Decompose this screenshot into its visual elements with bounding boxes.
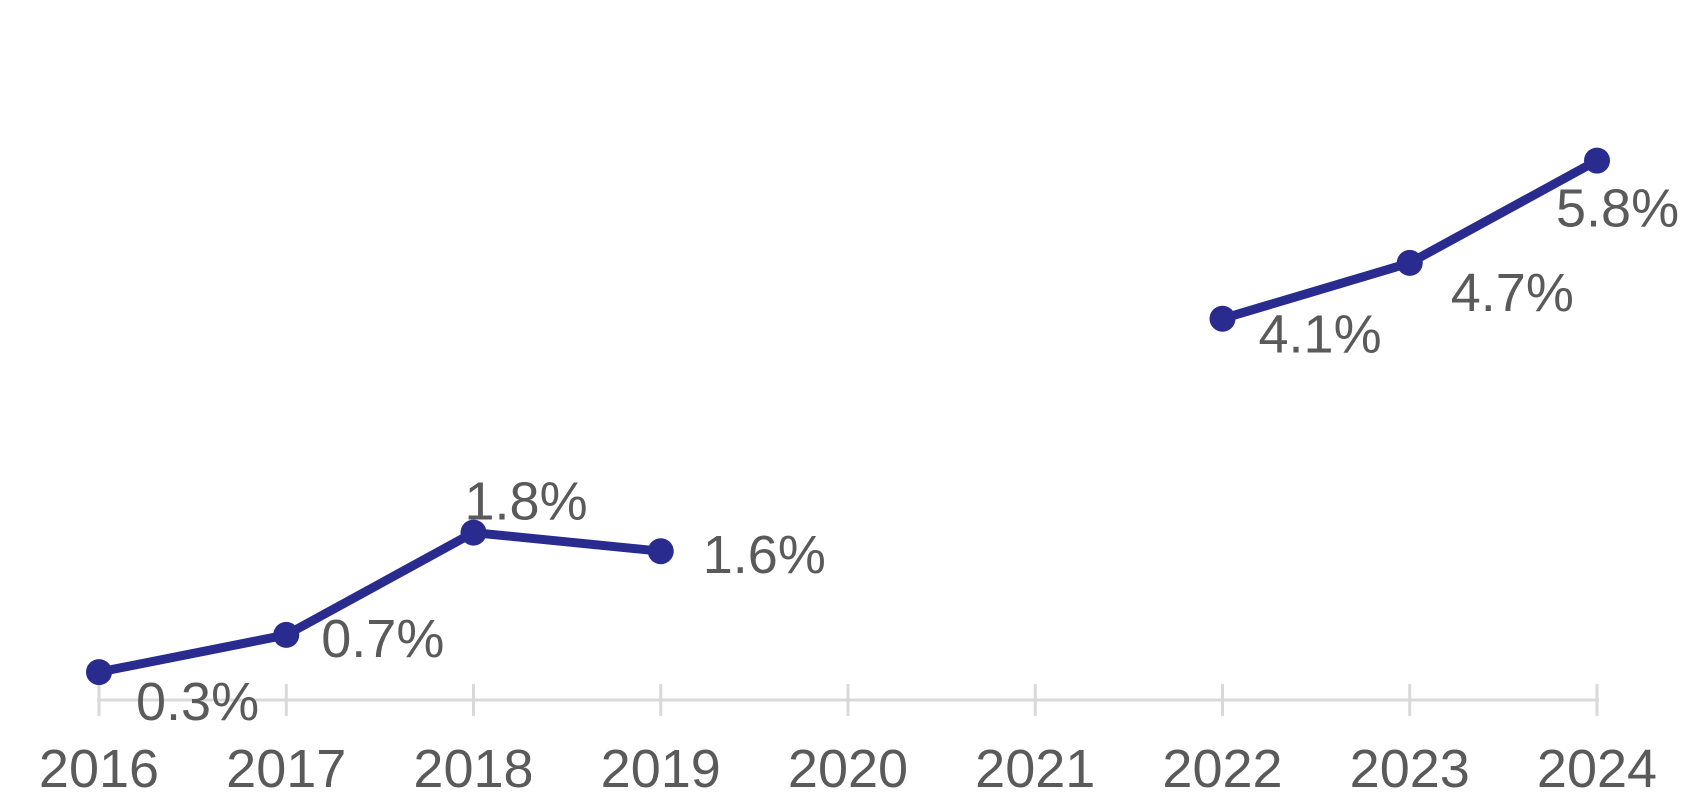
x-axis-label: 2018 xyxy=(413,739,533,799)
data-label: 4.1% xyxy=(1259,305,1382,365)
data-label: 5.8% xyxy=(1556,179,1679,239)
x-axis-label: 2024 xyxy=(1537,739,1657,799)
data-point-marker xyxy=(1396,249,1423,276)
x-axis-label: 2021 xyxy=(975,739,1095,799)
data-point-marker xyxy=(647,538,674,565)
data-point-marker xyxy=(460,519,487,546)
data-point-marker xyxy=(273,621,300,648)
x-axis-label: 2019 xyxy=(601,739,721,799)
data-point-marker xyxy=(1209,305,1236,332)
data-point-marker xyxy=(86,659,112,686)
data-label: 0.7% xyxy=(321,609,444,669)
data-label: 4.7% xyxy=(1451,263,1574,323)
line-series-segment xyxy=(98,528,662,677)
data-label: 1.8% xyxy=(465,472,588,532)
data-point-marker xyxy=(1584,147,1610,174)
x-axis-label: 2016 xyxy=(39,739,159,799)
x-axis-label: 2017 xyxy=(226,739,346,799)
data-label: 0.3% xyxy=(136,672,259,732)
x-axis-label: 2020 xyxy=(788,739,908,799)
x-axis-label: 2023 xyxy=(1350,739,1470,799)
x-axis-label: 2022 xyxy=(1162,739,1282,799)
data-label: 1.6% xyxy=(703,525,826,585)
